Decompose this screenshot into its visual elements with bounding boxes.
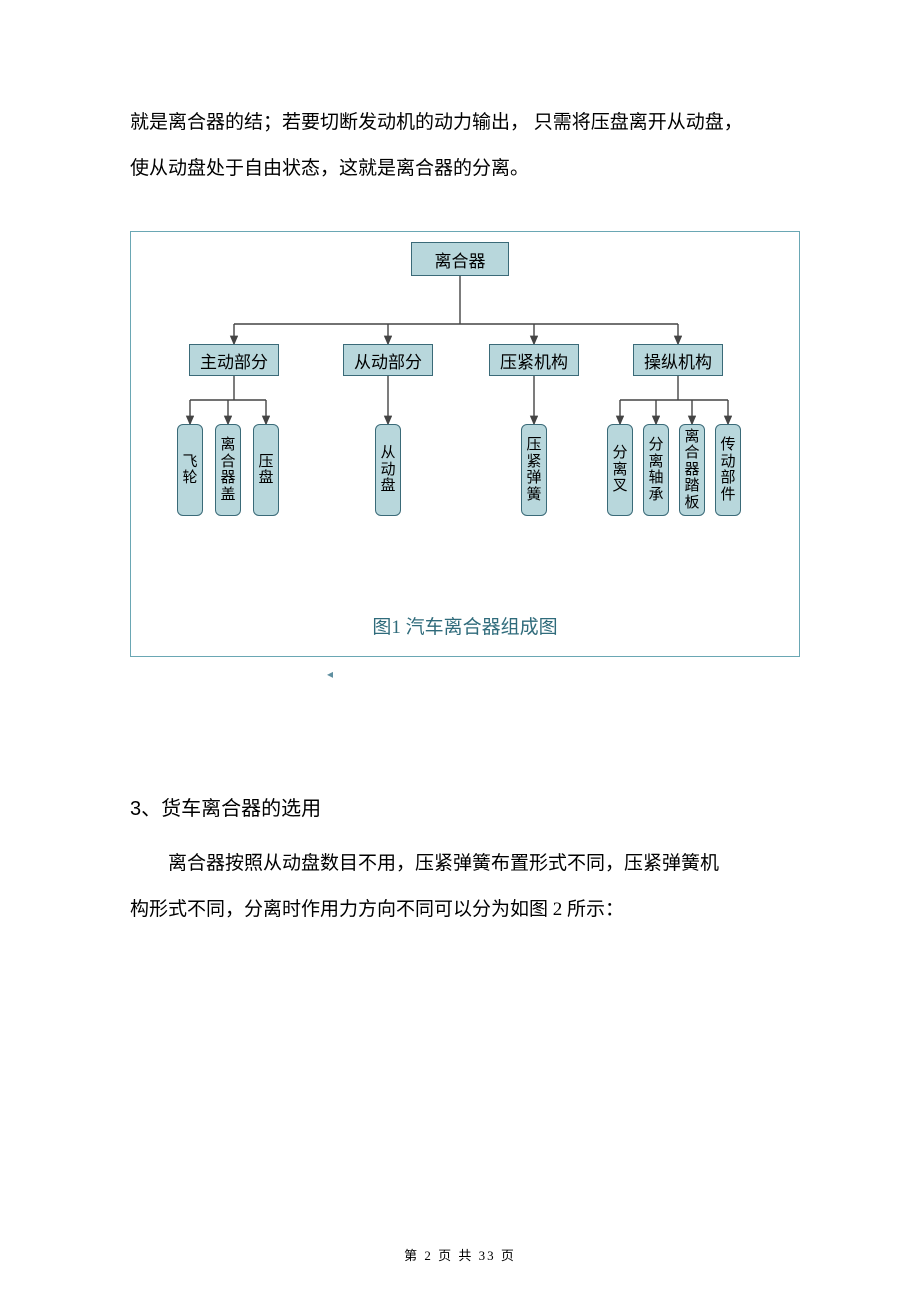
tree-leaf: 压盘 — [253, 424, 279, 516]
paragraph-line: 使从动盘处于自由状态，这就是离合器的分离。 — [130, 146, 800, 192]
tree-mid: 操纵机构 — [633, 344, 723, 376]
tree-leaf: 离合器盖 — [215, 424, 241, 516]
section-heading: 3、货车离合器的选用 — [130, 792, 800, 821]
tree-leaf: 分离轴承 — [643, 424, 669, 516]
tree-leaf: 从动盘 — [375, 424, 401, 516]
tree-mid: 从动部分 — [343, 344, 433, 376]
tree-leaf: 压紧弹簧 — [521, 424, 547, 516]
footer-text: 页 — [501, 1248, 516, 1263]
page-footer: 第 2 页 共 33 页 — [0, 1245, 920, 1264]
footer-text: 页 共 — [438, 1248, 473, 1263]
paragraph-line: 就是离合器的结；若要切断发动机的动力输出， 只需将压盘离开从动盘， — [130, 100, 800, 146]
tree-leaf: 分离叉 — [607, 424, 633, 516]
tree-mid: 压紧机构 — [489, 344, 579, 376]
document-page: 就是离合器的结；若要切断发动机的动力输出， 只需将压盘离开从动盘， 使从动盘处于… — [0, 0, 920, 1304]
tree-root: 离合器 — [411, 242, 509, 276]
footer-text: 第 — [404, 1248, 419, 1263]
footer-page-total: 33 — [479, 1248, 496, 1263]
tree-leaf: 飞轮 — [177, 424, 203, 516]
inline-marker-icon: ◂ — [0, 667, 800, 682]
tree-leaf: 传动部件 — [715, 424, 741, 516]
tree-mid: 主动部分 — [189, 344, 279, 376]
tree-leaf: 离合器踏板 — [679, 424, 705, 516]
clutch-composition-diagram: 离合器主动部分 从动部分 压紧机构 操纵机构飞轮离合器盖压盘 从动盘 压紧弹簧 分离叉分离轴… — [130, 231, 800, 657]
paragraph-line: 构形式不同，分离时作用力方向不同可以分为如图 2 所示： — [130, 887, 800, 933]
footer-page-current: 2 — [424, 1248, 433, 1263]
paragraph-line: 离合器按照从动盘数目不用，压紧弹簧布置形式不同，压紧弹簧机 — [130, 841, 800, 887]
